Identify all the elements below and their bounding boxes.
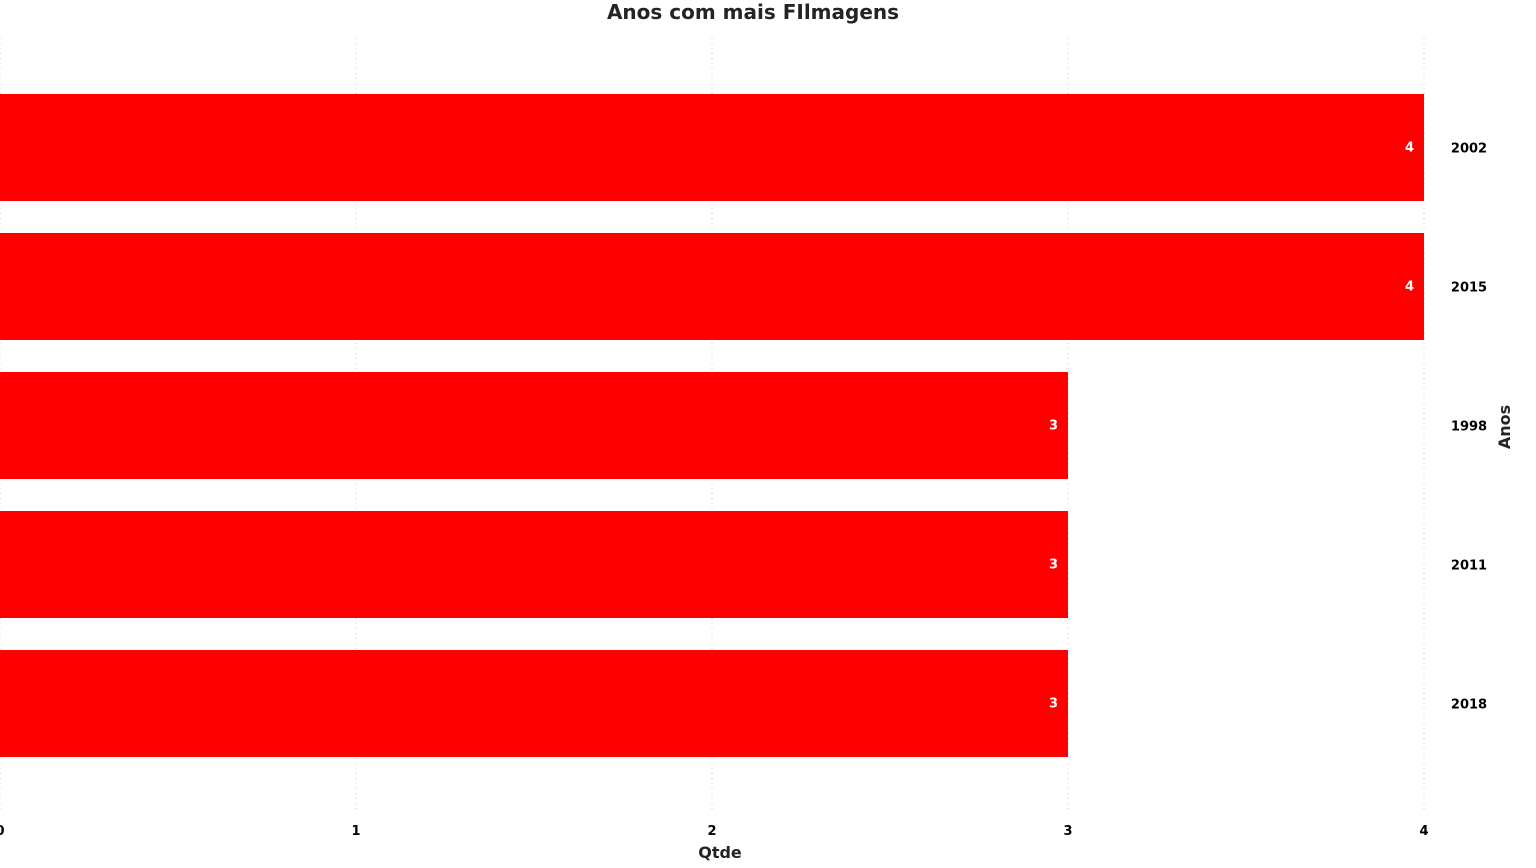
y-axis-title: Anos xyxy=(1495,405,1514,449)
data-label: 3 xyxy=(1049,558,1058,573)
data-label: 4 xyxy=(1405,141,1414,156)
y-axis-ticks: 2002 2015 1998 2011 2018 xyxy=(1451,142,1487,713)
x-tick-label: 2 xyxy=(707,824,716,839)
data-label: 3 xyxy=(1049,697,1058,712)
bar[interactable] xyxy=(0,650,1068,757)
bar[interactable] xyxy=(0,94,1424,201)
bars: 4 4 3 3 3 xyxy=(0,94,1424,757)
y-tick-label: 1998 xyxy=(1451,420,1487,435)
y-tick-label: 2002 xyxy=(1451,142,1487,157)
x-tick-label: 1 xyxy=(351,824,360,839)
bar[interactable] xyxy=(0,511,1068,618)
x-axis-title: Qtde xyxy=(698,843,742,862)
bar[interactable] xyxy=(0,372,1068,479)
chart-title: Anos com mais FIlmagens xyxy=(607,0,899,24)
x-axis-ticks: 0 1 2 3 4 xyxy=(0,824,1429,839)
x-tick-label: 4 xyxy=(1419,824,1428,839)
data-label: 3 xyxy=(1049,419,1058,434)
bar[interactable] xyxy=(0,233,1424,340)
y-tick-label: 2015 xyxy=(1451,281,1487,296)
data-label: 4 xyxy=(1405,280,1414,295)
y-tick-label: 2018 xyxy=(1451,698,1487,713)
x-tick-label: 3 xyxy=(1063,824,1072,839)
y-tick-label: 2011 xyxy=(1451,559,1487,574)
x-tick-label: 0 xyxy=(0,824,5,839)
